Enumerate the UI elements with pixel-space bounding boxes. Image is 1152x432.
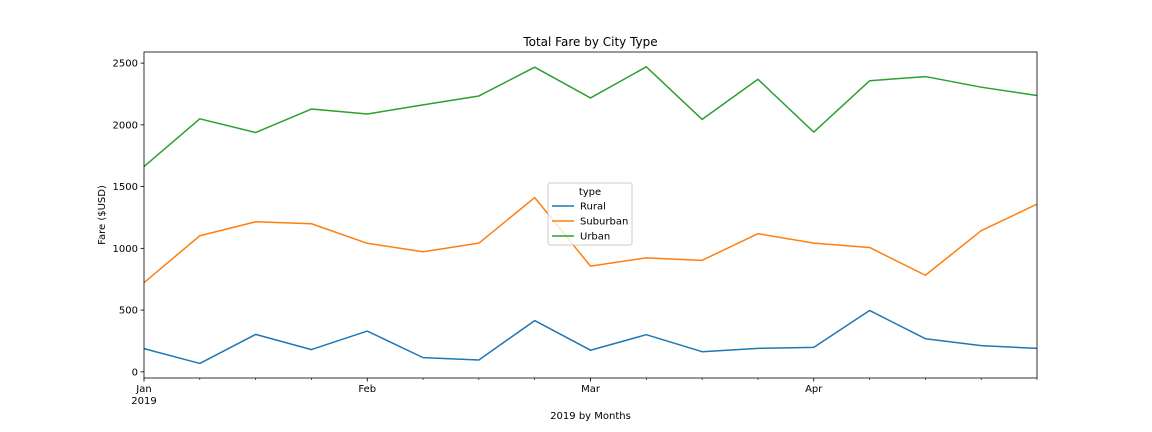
- legend-label-urban: Urban: [580, 232, 610, 243]
- legend-label-rural: Rural: [580, 202, 606, 213]
- legend-title: type: [579, 187, 601, 198]
- y-tick-label: 2500: [113, 59, 138, 70]
- legend: type Rural Suburban Urban: [547, 182, 633, 246]
- series-line-suburban: [143, 196, 1038, 284]
- y-axis: 0 500 1000 1500 2000 2500: [113, 59, 144, 378]
- y-tick-label: 1000: [113, 244, 138, 255]
- legend-label-suburban: Suburban: [580, 217, 628, 228]
- series-line-rural: [143, 309, 1038, 365]
- y-axis-label: Fare ($USD): [97, 185, 108, 245]
- y-tick-label: 0: [132, 367, 138, 378]
- x-tick-label: Apr: [805, 384, 823, 395]
- x-tick-label: Jan: [135, 384, 151, 395]
- x-tick-label: Mar: [581, 384, 601, 395]
- y-tick-label: 1500: [113, 182, 138, 193]
- x-tick-sublabel: 2019: [131, 396, 156, 407]
- x-tick-label: Feb: [358, 384, 376, 395]
- plot-area: [143, 66, 1038, 365]
- series-line-urban: [143, 66, 1038, 168]
- legend-box: [547, 182, 633, 246]
- y-tick-label: 2000: [113, 120, 138, 131]
- y-tick-label: 500: [119, 306, 138, 317]
- x-axis-label: 2019 by Months: [550, 411, 631, 422]
- chart-title: Total Fare by City Type: [522, 35, 657, 49]
